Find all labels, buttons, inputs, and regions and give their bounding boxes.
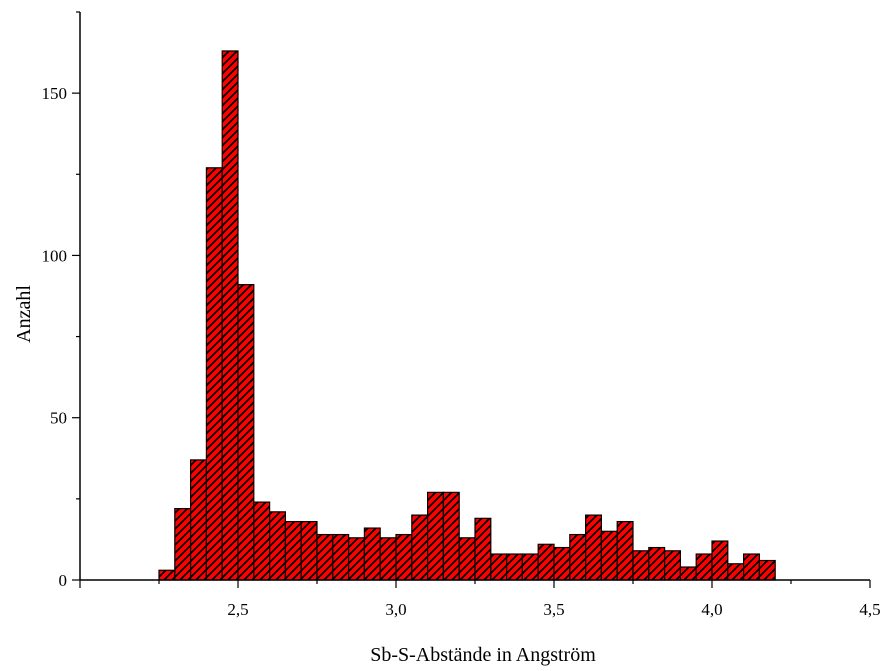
histogram-bar [474, 517, 492, 581]
histogram-bar [521, 553, 539, 581]
bars-group [158, 50, 776, 581]
histogram-bar [158, 569, 176, 581]
histogram-bar [253, 501, 271, 581]
y-tick-label: 50 [50, 409, 67, 428]
histogram-bar [442, 491, 460, 581]
histogram-bar [237, 284, 255, 581]
histogram-bar [174, 507, 192, 581]
y-tick-label: 150 [42, 84, 68, 103]
x-tick-label: 3,5 [543, 600, 564, 619]
x-tick-label: 4,5 [859, 600, 880, 619]
histogram-bar [679, 566, 697, 581]
histogram-bar [727, 563, 745, 581]
y-tick-label: 0 [59, 571, 68, 590]
histogram-bar [363, 527, 381, 581]
histogram-bar [348, 537, 366, 581]
histogram-bar [569, 533, 587, 581]
histogram-bar [506, 553, 524, 581]
histogram-bar [190, 459, 208, 581]
histogram-bar [490, 553, 508, 581]
x-tick-label: 2,5 [227, 600, 248, 619]
histogram-bar [758, 559, 776, 581]
histogram-bar [458, 537, 476, 581]
histogram-bar [600, 530, 618, 581]
histogram-bar [616, 520, 634, 581]
histogram-bar [537, 543, 555, 581]
histogram-bar [269, 511, 287, 581]
ticks-group: 0 50 100 150 2,5 3,0 3,5 4,0 4,5 [42, 11, 881, 619]
histogram-bar [553, 546, 571, 581]
histogram-bar [332, 533, 350, 581]
histogram-bar [632, 550, 650, 581]
x-tick-label: 3,0 [385, 600, 406, 619]
histogram-bar [411, 514, 429, 581]
histogram-bar [379, 537, 397, 581]
histogram-bar [695, 553, 713, 581]
x-tick-label: 4,0 [701, 600, 722, 619]
histogram-bar [284, 520, 302, 581]
histogram-bar [427, 491, 445, 581]
histogram-bar [711, 540, 729, 581]
histogram-bar [584, 514, 602, 581]
histogram-bar [663, 550, 681, 581]
y-axis-label: Anzahl [13, 285, 35, 343]
histogram-bar [648, 546, 666, 581]
histogram-bar [395, 533, 413, 581]
y-tick-label: 100 [42, 246, 68, 265]
histogram-bar [316, 533, 334, 581]
x-axis-label: Sb-S-Abstände in Angström [370, 644, 596, 666]
histogram-bar [205, 167, 223, 581]
histogram-bar [300, 520, 318, 581]
histogram-bar [221, 50, 239, 581]
histogram-bar [742, 553, 760, 581]
